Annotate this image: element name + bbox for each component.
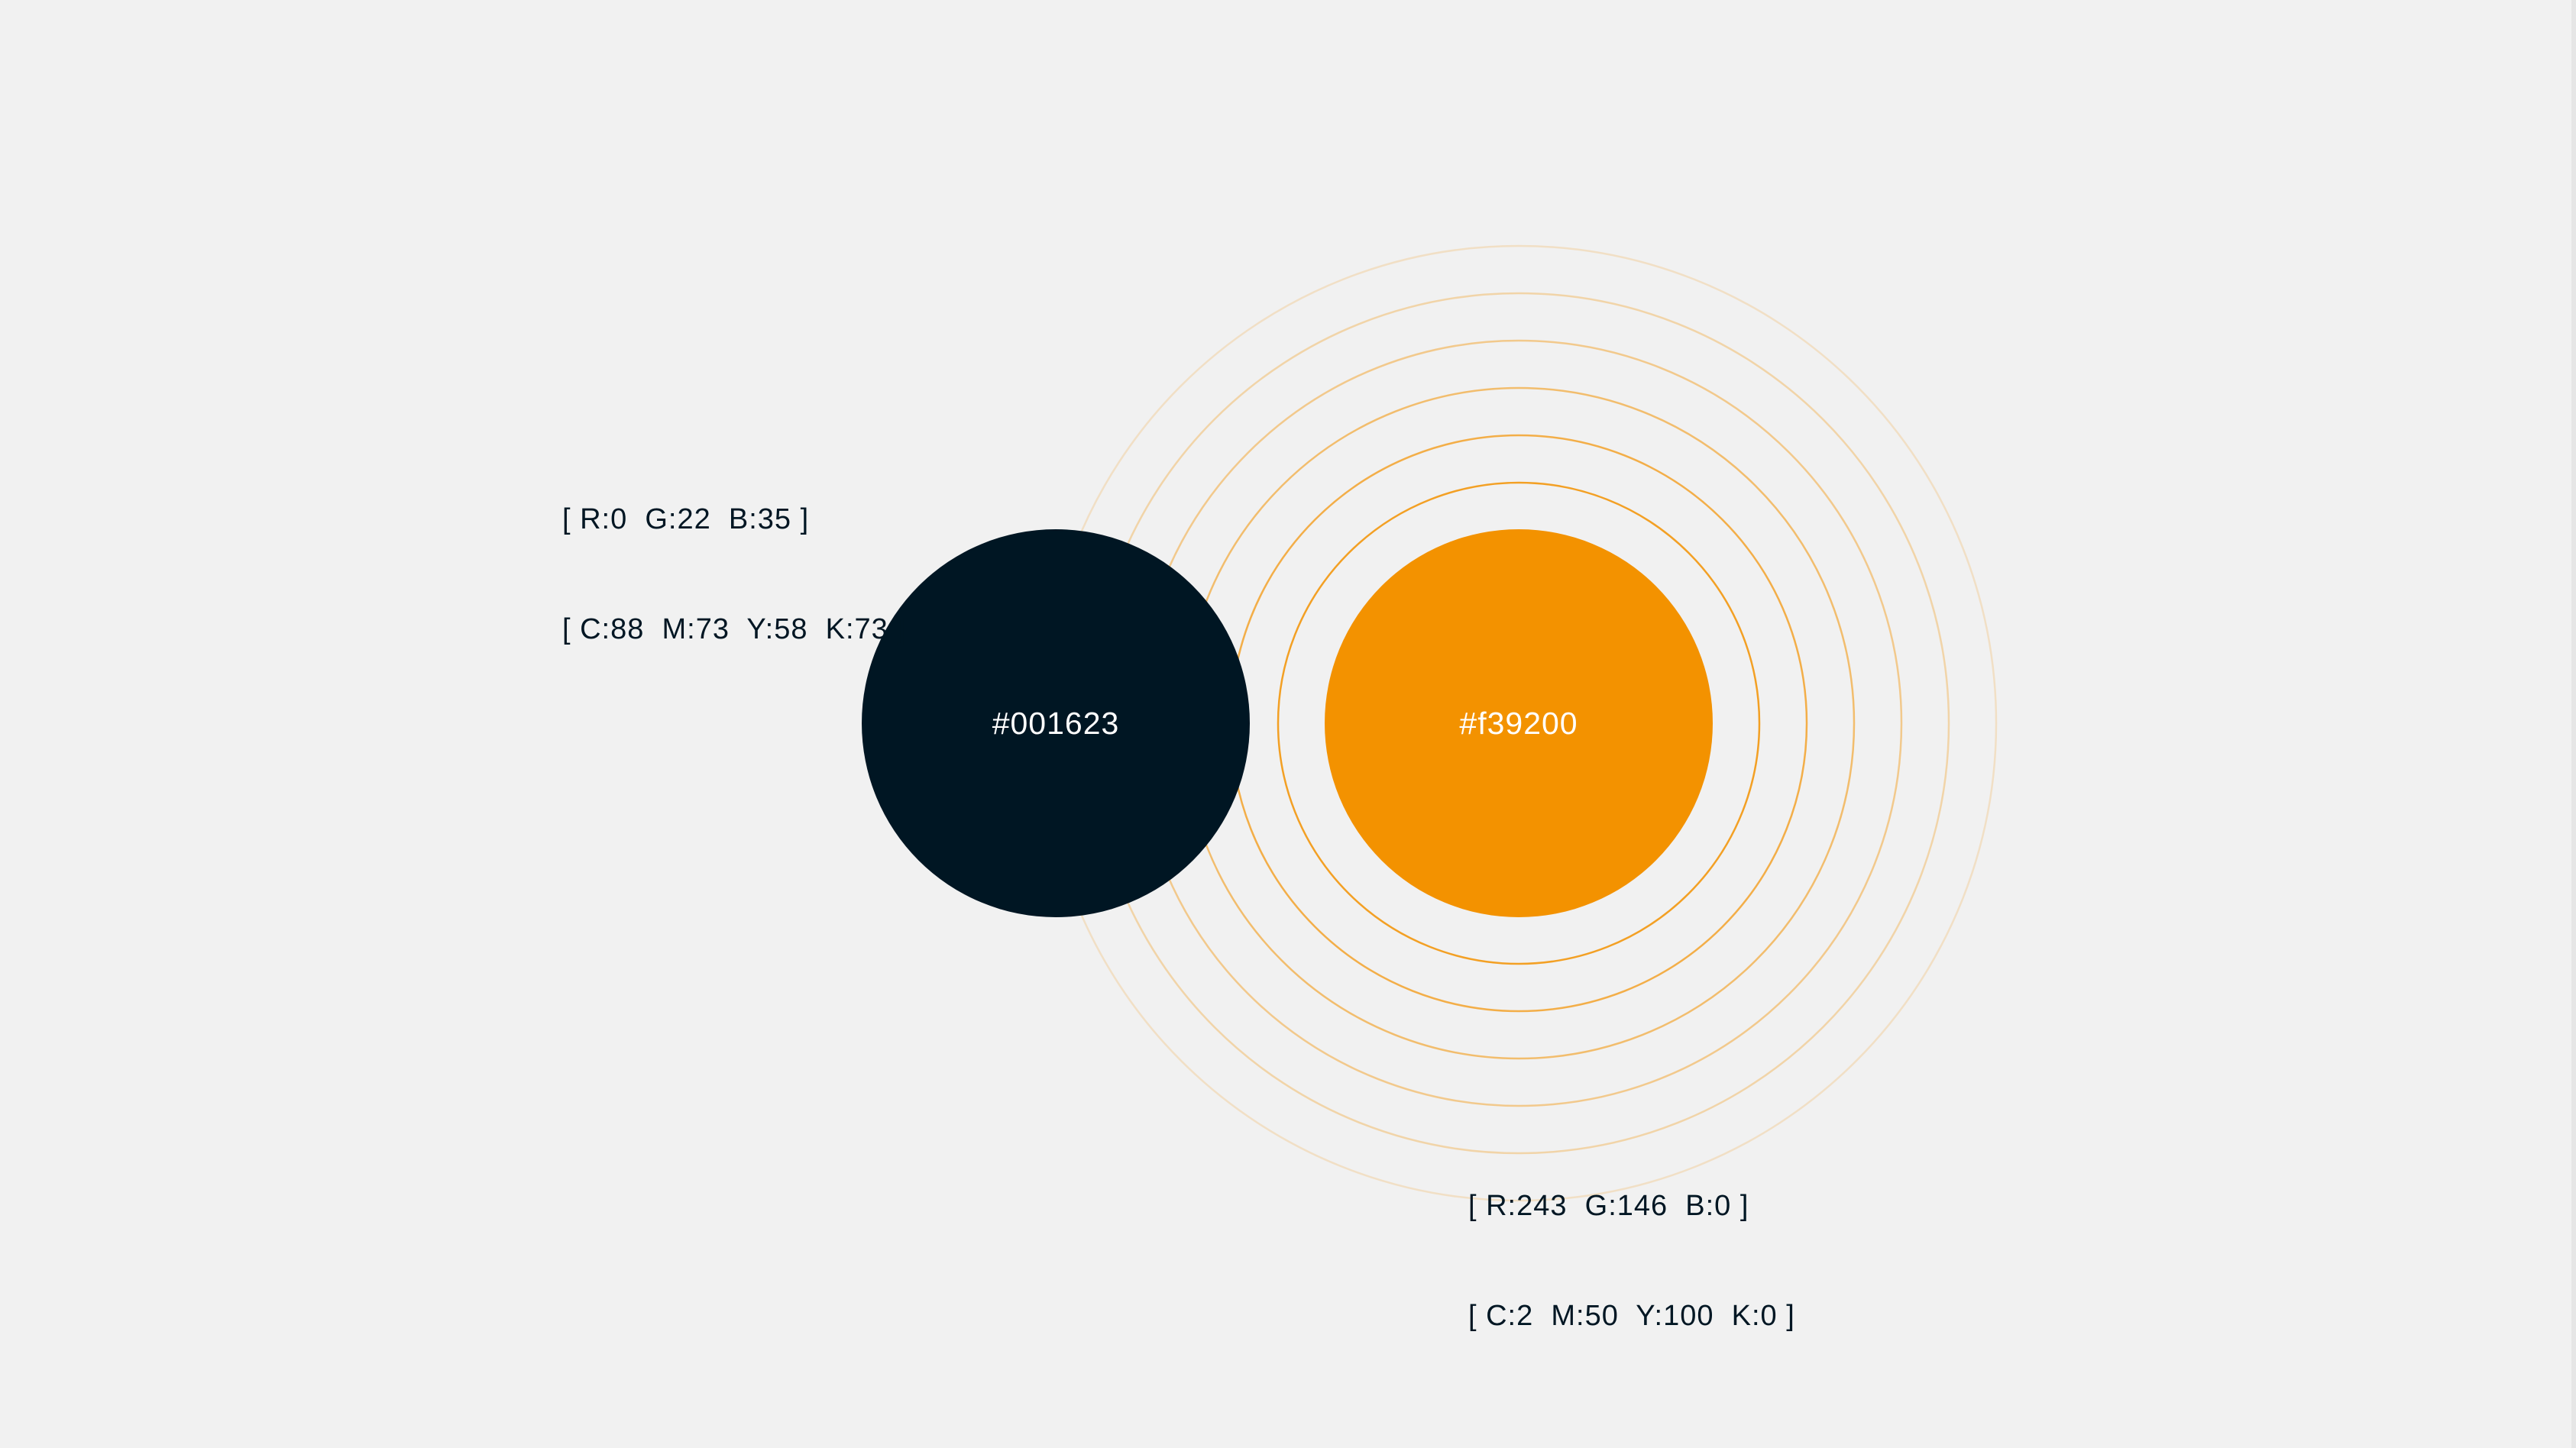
navy-rgb-values: [ R:0 G:22 B:35 ] xyxy=(562,503,810,535)
ring-1 xyxy=(1277,481,1761,965)
orange-cmyk-values: [ C:2 M:50 Y:100 K:0 ] xyxy=(1468,1300,1795,1332)
navy-color-swatch: #001623 xyxy=(862,529,1250,917)
orange-color-spec: [ R:243 G:146 B:0 ] [ C:2 M:50 Y:100 K:0… xyxy=(1468,1114,1795,1408)
navy-hex-label: #001623 xyxy=(992,705,1120,741)
orange-color-swatch: #f39200 xyxy=(1325,529,1713,917)
navy-color-spec: [ R:0 G:22 B:35 ] [ C:88 M:73 Y:58 K:73 … xyxy=(562,428,906,721)
right-edge-divider xyxy=(2571,0,2576,1448)
orange-hex-label: #f39200 xyxy=(1459,705,1578,741)
navy-cmyk-values: [ C:88 M:73 Y:58 K:73 ] xyxy=(562,613,906,645)
orange-rgb-values: [ R:243 G:146 B:0 ] xyxy=(1468,1190,1749,1222)
